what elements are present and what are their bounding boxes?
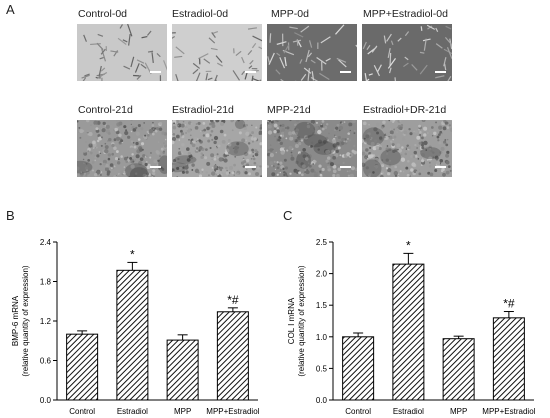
scale-bar: [435, 166, 446, 168]
x-tick-label: MPP+Estradiol: [206, 407, 259, 416]
y-tick-label: 0.0: [40, 396, 52, 405]
panel-b-letter: B: [6, 208, 15, 223]
scale-bar: [150, 71, 161, 73]
x-tick-label: Estradiol: [393, 407, 424, 416]
y-tick-label: 2.5: [316, 238, 328, 247]
micrograph-control-21d: [77, 120, 167, 177]
significance-marker: *#: [503, 297, 515, 311]
y-axis-label: BMP-6 mRNA: [11, 295, 20, 346]
y-tick-label: 2.0: [316, 270, 328, 279]
caption-estradiol-dr-21d: Estradiol+DR-21d: [363, 104, 447, 116]
caption-control-21d: Control-21d: [78, 104, 133, 116]
significance-marker: *: [406, 238, 411, 252]
micrograph-control-0d: [77, 24, 167, 81]
panel-c-letter: C: [283, 208, 293, 223]
bar: [116, 269, 149, 401]
chart-col1: 0.0 0.5 1.0 1.5 2.0 2.5 COL I mRNA (relative qu…: [287, 238, 536, 416]
bar: [442, 338, 475, 401]
y-axis-label-secondary: (relative quantity of expression): [297, 265, 306, 377]
x-tick-label: MPP: [174, 407, 191, 416]
micrograph-mpp-estradiol-0d: [362, 24, 452, 81]
scale-bar: [245, 71, 256, 73]
y-tick-label: 1.5: [316, 301, 328, 310]
y-tick-label: 0.5: [316, 364, 328, 373]
bar: [392, 263, 425, 401]
y-tick-label: 0.6: [40, 357, 52, 366]
x-tick-label: Control: [345, 407, 371, 416]
scale-bar: [435, 71, 446, 73]
bar: [492, 317, 525, 401]
caption-control-0d: Control-0d: [78, 8, 128, 20]
significance-marker: *#: [227, 293, 239, 307]
x-tick-label: MPP+Estradiol: [482, 407, 535, 416]
caption-estradiol-0d: Estradiol-0d: [172, 8, 229, 20]
x-tick-label: MPP: [450, 407, 467, 416]
bar: [342, 336, 375, 401]
chart-bmp6: 0.0 0.6 1.2 1.8 2.4 BMP-6 mRNA (relative quant…: [11, 238, 260, 416]
y-axis-label-secondary: (relative quantity of expression): [21, 265, 30, 377]
micrograph-estradiol-21d: [172, 120, 262, 177]
micrograph-mpp-21d: [267, 120, 357, 177]
scale-bar: [340, 166, 351, 168]
scale-bar: [150, 166, 161, 168]
caption-mpp-21d: MPP-21d: [267, 104, 311, 116]
y-tick-label: 1.2: [40, 317, 52, 326]
y-tick-label: 0.0: [316, 396, 328, 405]
y-tick-label: 1.0: [316, 333, 328, 342]
y-tick-label: 2.4: [40, 238, 52, 247]
y-axis-label: COL I mRNA: [287, 297, 296, 344]
caption-mpp-estradiol-0d: MPP+Estradiol-0d: [363, 8, 448, 20]
scale-bar: [245, 166, 256, 168]
bar: [66, 333, 99, 401]
micrograph-estradiol-dr-21d: [362, 120, 452, 177]
bar: [166, 339, 199, 401]
caption-estradiol-21d: Estradiol-21d: [172, 104, 234, 116]
y-tick-label: 1.8: [40, 278, 52, 287]
x-tick-label: Estradiol: [117, 407, 148, 416]
scale-bar: [340, 71, 351, 73]
panel-a-letter: A: [6, 2, 15, 17]
bar: [216, 311, 249, 401]
x-tick-label: Control: [69, 407, 95, 416]
caption-mpp-0d: MPP-0d: [271, 8, 309, 20]
significance-marker: *: [130, 247, 135, 261]
